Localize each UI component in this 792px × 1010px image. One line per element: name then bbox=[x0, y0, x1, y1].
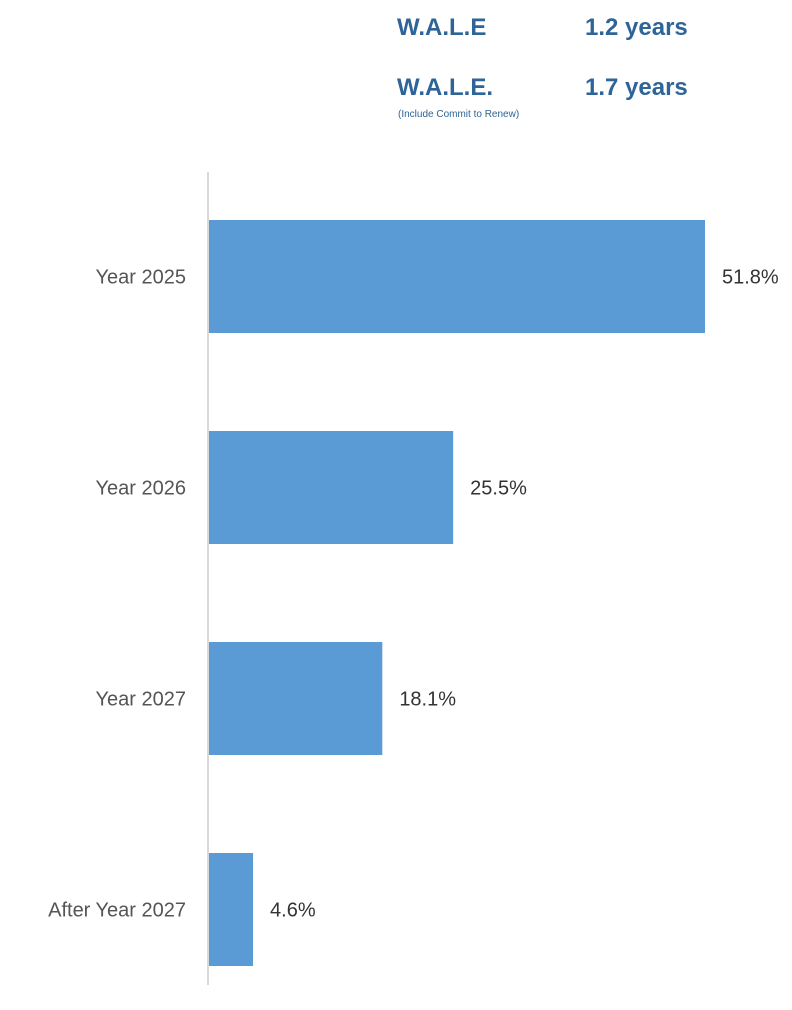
category-label: Year 2025 bbox=[96, 267, 186, 289]
category-label: Year 2027 bbox=[96, 689, 186, 711]
value-label: 18.1% bbox=[399, 689, 456, 711]
bars-layer: Year 2025 51.8% Year 2026 25.5% Year 2027 18.… bbox=[48, 220, 779, 966]
value-label: 51.8% bbox=[722, 267, 779, 289]
wale-value: 1.2 years bbox=[585, 14, 688, 41]
category-label: After Year 2027 bbox=[48, 900, 186, 922]
bar-0 bbox=[209, 220, 705, 333]
wale-summary: W.A.L.E 1.2 years W.A.L.E. 1.7 years (In… bbox=[397, 0, 777, 140]
bar-2 bbox=[209, 642, 383, 755]
bar-3 bbox=[209, 853, 254, 966]
bar-1 bbox=[209, 431, 454, 544]
wale-ctr-value: 1.7 years bbox=[585, 74, 688, 101]
value-label: 25.5% bbox=[470, 478, 527, 500]
value-label: 4.6% bbox=[270, 900, 316, 922]
wale-ctr-label: W.A.L.E. bbox=[397, 74, 493, 101]
wale-label: W.A.L.E bbox=[397, 14, 487, 41]
category-label: Year 2026 bbox=[96, 478, 186, 500]
wale-ctr-note: (Include Commit to Renew) bbox=[398, 109, 520, 120]
